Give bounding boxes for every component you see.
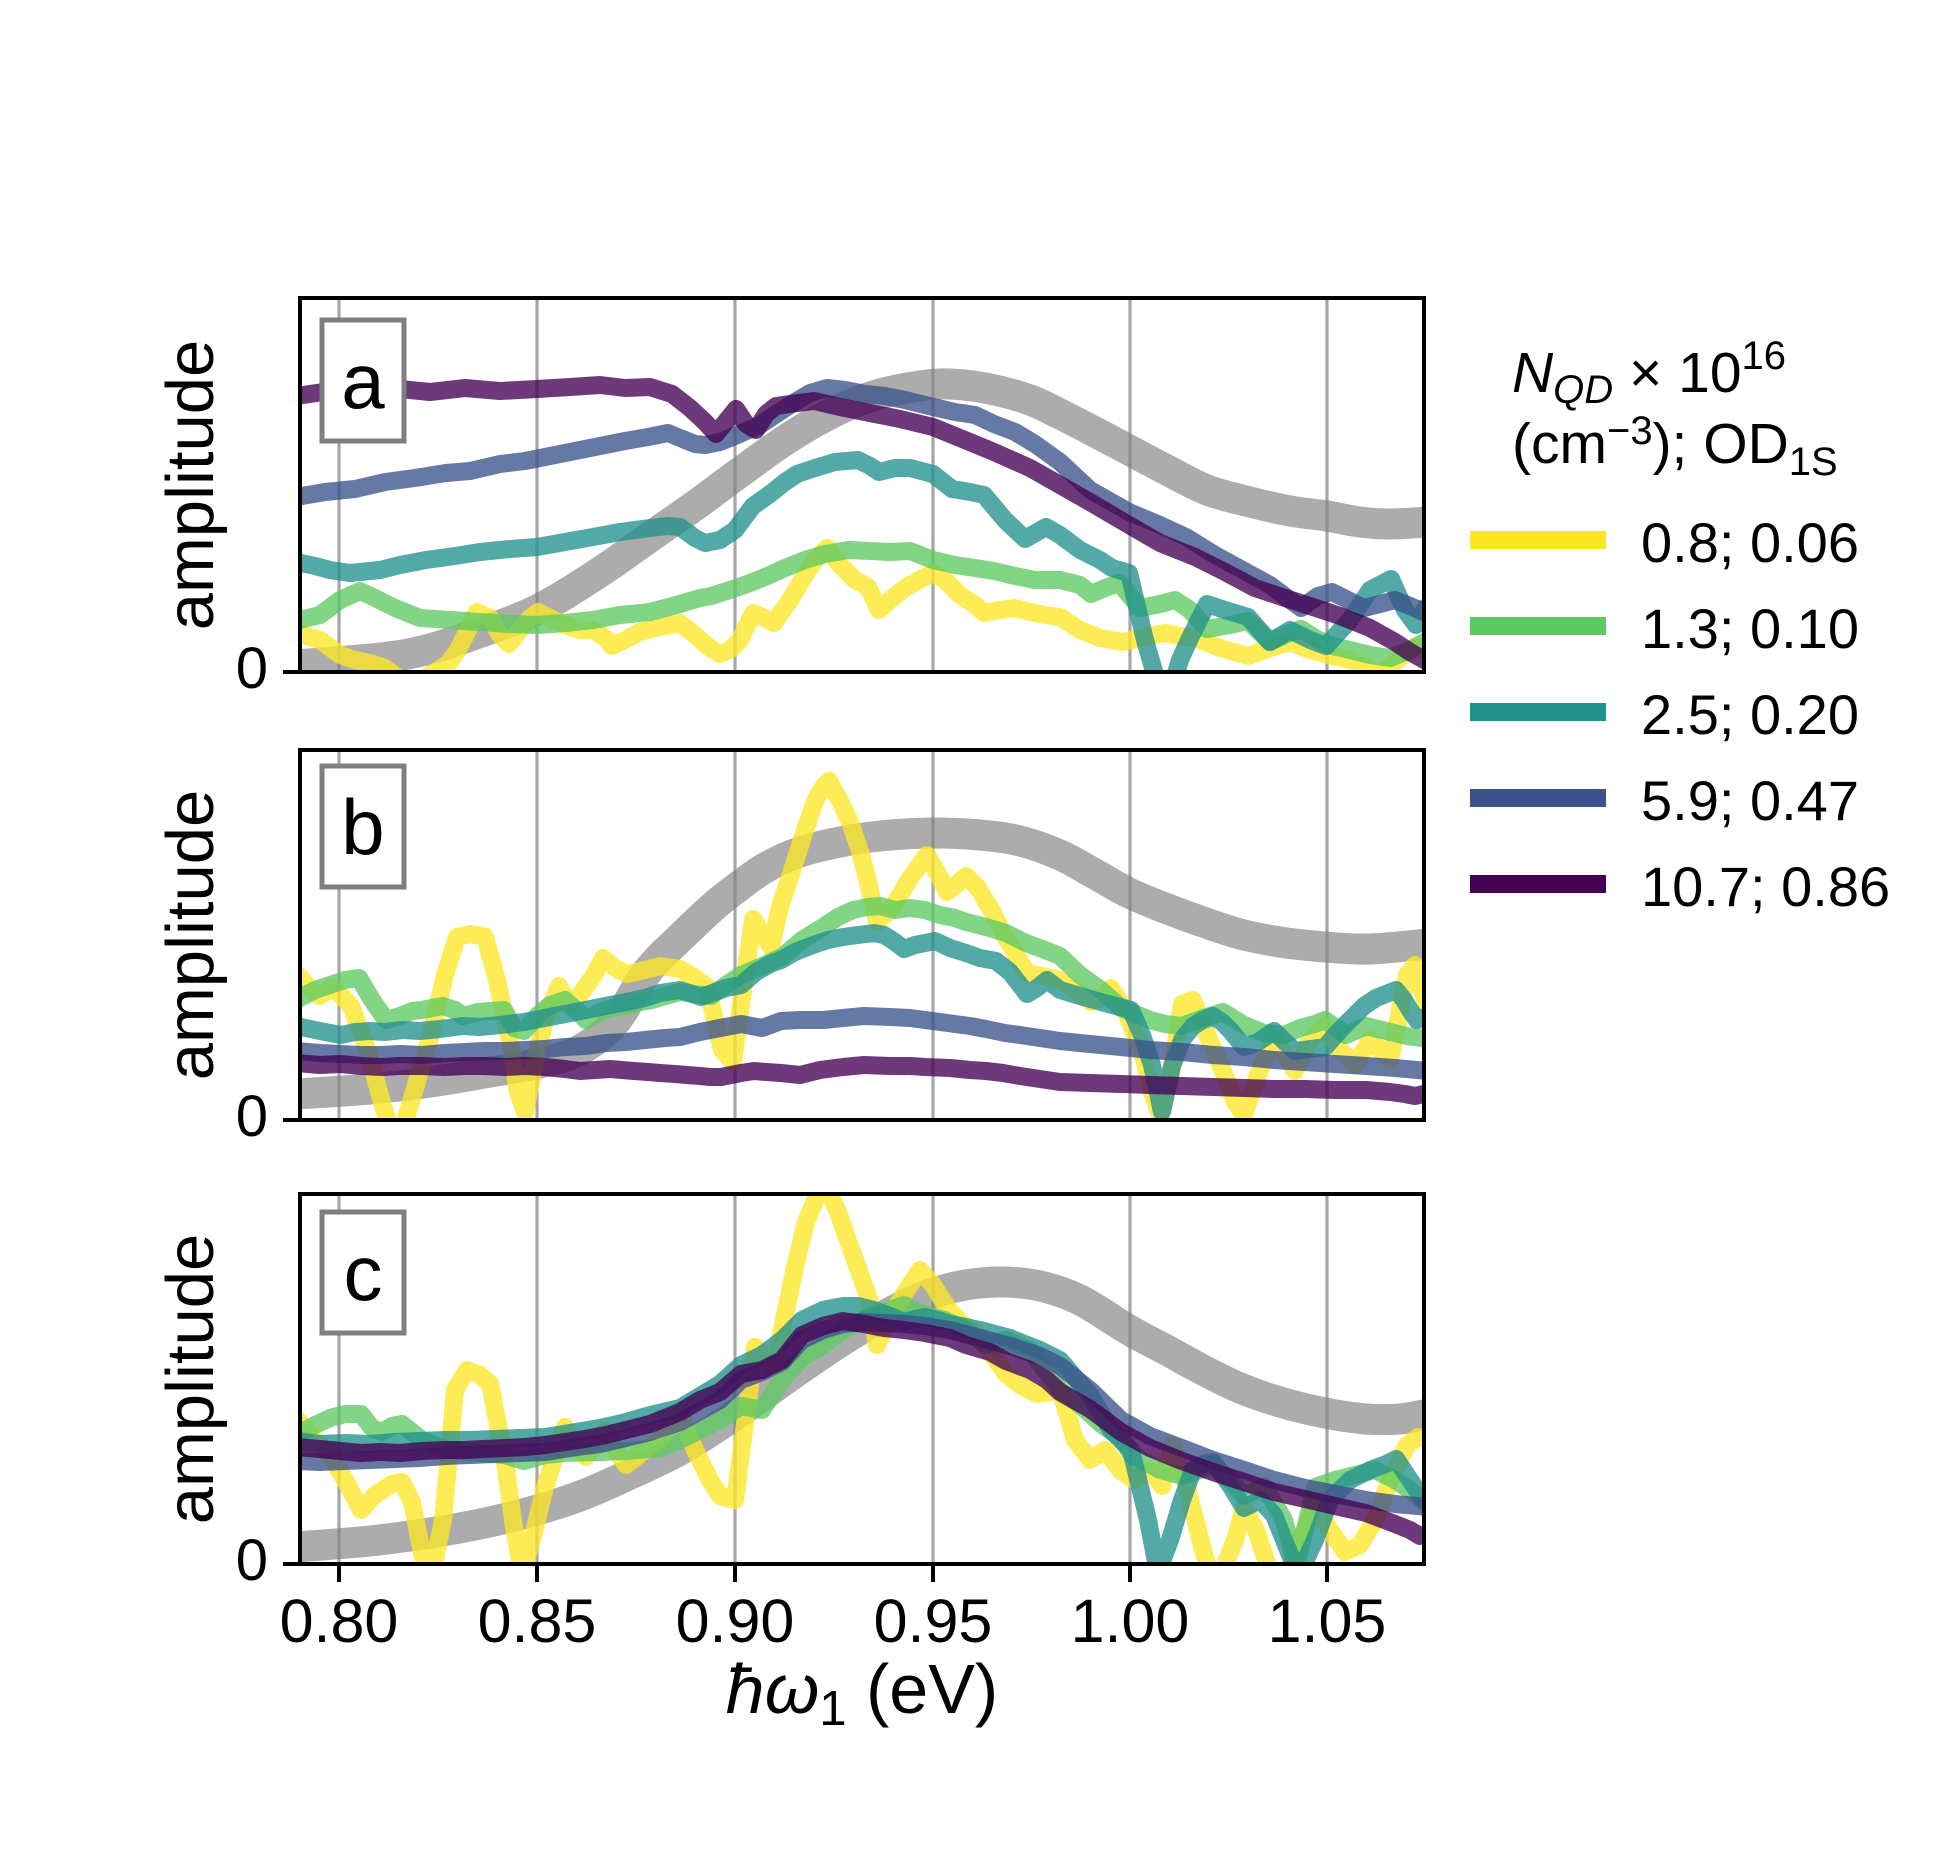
svg-text:c: c	[344, 1229, 383, 1317]
svg-text:0.85: 0.85	[478, 1587, 597, 1655]
svg-text:NQD × 1016: NQD × 1016	[1512, 334, 1786, 412]
svg-text:1.3; 0.10: 1.3; 0.10	[1641, 597, 1859, 660]
svg-text:1.00: 1.00	[1071, 1587, 1190, 1655]
svg-text:amplitude: amplitude	[153, 1234, 228, 1525]
svg-text:0: 0	[236, 1528, 268, 1593]
svg-text:a: a	[341, 337, 385, 425]
svg-text:0: 0	[236, 636, 268, 701]
svg-text:ħω1 (eV): ħω1 (eV)	[726, 1650, 998, 1736]
svg-text:0: 0	[236, 1084, 268, 1149]
svg-text:0.95: 0.95	[874, 1587, 993, 1655]
svg-text:10.7; 0.86: 10.7; 0.86	[1641, 855, 1890, 918]
svg-text:2.5; 0.20: 2.5; 0.20	[1641, 683, 1859, 746]
svg-text:0.8; 0.06: 0.8; 0.06	[1641, 511, 1859, 574]
svg-text:5.9; 0.47: 5.9; 0.47	[1641, 769, 1859, 832]
svg-text:0.80: 0.80	[280, 1587, 399, 1655]
svg-text:amplitude: amplitude	[153, 790, 228, 1081]
svg-text:1.05: 1.05	[1268, 1587, 1387, 1655]
svg-text:0.90: 0.90	[676, 1587, 795, 1655]
svg-text:(cm−3); OD1S: (cm−3); OD1S	[1512, 409, 1838, 484]
svg-text:b: b	[341, 783, 384, 871]
svg-text:amplitude: amplitude	[153, 340, 228, 631]
